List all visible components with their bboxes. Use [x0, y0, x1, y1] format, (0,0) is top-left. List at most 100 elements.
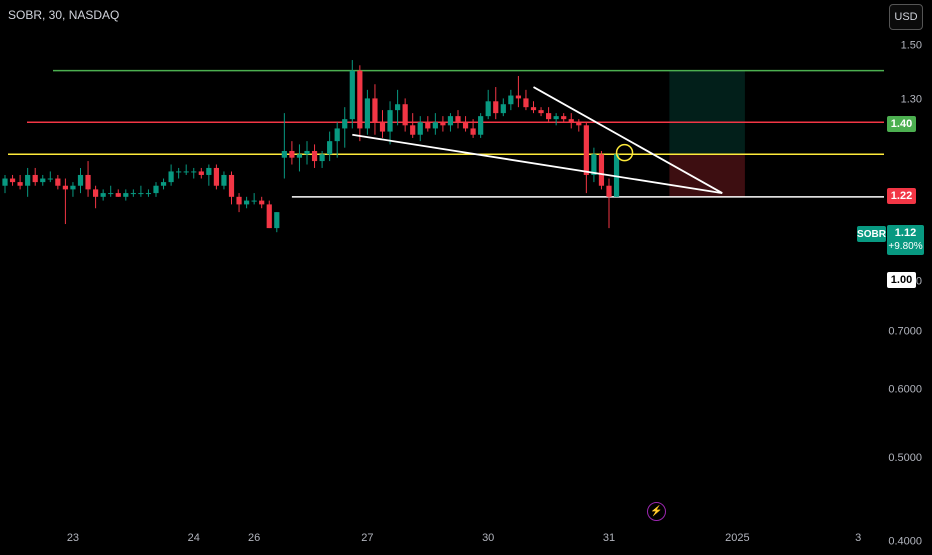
candle-body — [221, 174, 227, 186]
stop-zone — [669, 154, 745, 197]
candle-body — [591, 154, 597, 175]
candle-body — [372, 98, 378, 123]
candle-body — [410, 125, 416, 135]
candle-body — [191, 171, 197, 173]
wedge-upper-trendline — [533, 86, 723, 194]
candle-body — [357, 70, 363, 129]
candle-body — [515, 95, 521, 99]
price-tick-label: 0.7000 — [888, 326, 922, 338]
candle-body — [70, 185, 76, 190]
last-price: 1.12 — [894, 227, 917, 239]
candle-body — [334, 128, 340, 142]
time-tick-label: 23 — [67, 532, 79, 544]
candle-body — [387, 110, 393, 132]
candle-body — [160, 182, 167, 186]
candle-body — [364, 98, 370, 129]
price-tick-label: 1.50 — [901, 40, 922, 52]
candle-body — [266, 204, 272, 229]
price-tick-label: 0.5000 — [888, 452, 922, 464]
candle-body — [55, 178, 61, 186]
candle-body — [606, 185, 612, 197]
price-tick-label: 0.4000 — [888, 536, 922, 548]
candle-body — [77, 174, 84, 186]
candle-body — [9, 178, 16, 183]
candle-body — [274, 212, 280, 229]
candle-body — [530, 107, 537, 111]
candle-body — [244, 200, 250, 205]
candle-body — [493, 101, 499, 114]
candle-body — [93, 189, 99, 197]
candle-body — [25, 174, 31, 186]
candle-body — [546, 113, 552, 120]
candle-body — [198, 171, 204, 175]
level-label-1.22: 1.22 — [887, 188, 916, 204]
candle-body — [538, 110, 544, 114]
candle-body — [145, 193, 152, 195]
candle-body — [32, 174, 38, 183]
candle-body — [319, 154, 325, 162]
candle-body — [213, 167, 219, 186]
breakout-marker — [615, 143, 634, 162]
candle-body — [395, 104, 401, 111]
candle-body — [576, 122, 582, 126]
price-tick-label: 1.30 — [901, 93, 922, 105]
candle-body — [236, 196, 242, 205]
time-tick-label: 31 — [603, 532, 615, 544]
candle-body — [2, 178, 8, 186]
candle-body — [553, 116, 559, 120]
candle-body — [85, 174, 91, 190]
chart-title: SOBR, 30, NASDAQ — [8, 8, 120, 22]
last-price-badge: 1.12 +9.80% — [887, 225, 924, 255]
candle-body — [296, 154, 303, 158]
candle-body — [500, 104, 506, 114]
level-label-1.40: 1.40 — [887, 116, 916, 132]
price-tick-label: 0.6000 — [888, 383, 922, 395]
time-tick-label: 30 — [482, 532, 494, 544]
currency-button[interactable]: USD — [889, 4, 923, 30]
candle-body — [108, 193, 114, 195]
candle-body — [153, 185, 159, 194]
candle-body — [281, 150, 287, 158]
candle-body — [183, 171, 189, 173]
candle-body — [583, 125, 589, 175]
candle-body — [130, 193, 136, 195]
candle-body — [455, 116, 461, 123]
candle-body — [598, 154, 605, 186]
wedge-lower-trendline — [352, 133, 723, 194]
candle-body — [462, 122, 469, 129]
symbol-badge: SOBR — [857, 226, 886, 242]
event-bolt-icon[interactable]: ⚡ — [647, 502, 666, 521]
candle-body — [568, 119, 574, 123]
candle-body — [289, 150, 295, 158]
time-tick-label: 2025 — [725, 532, 749, 544]
candle-body — [123, 193, 129, 197]
candle-body — [523, 98, 529, 108]
candle-body — [417, 122, 423, 135]
candle-body — [206, 167, 212, 175]
candle-body — [17, 182, 23, 186]
candle-body — [228, 174, 235, 197]
candle-body — [138, 193, 144, 195]
candle-body — [485, 101, 491, 117]
candle-body — [115, 193, 121, 197]
target-zone — [669, 70, 745, 155]
price-change: +9.80% — [888, 241, 923, 252]
candle-body — [470, 128, 476, 135]
candle-body — [425, 122, 431, 129]
candle-body — [47, 178, 53, 180]
candle-body — [349, 70, 355, 120]
time-tick-label: 24 — [188, 532, 200, 544]
candle-body — [402, 104, 408, 126]
candle-body — [176, 171, 182, 173]
level-label-1.00: 1.00 — [887, 272, 916, 288]
candle-body — [100, 193, 106, 197]
candle-body — [432, 122, 438, 129]
candle-body — [168, 171, 174, 183]
time-tick-label: 27 — [361, 532, 373, 544]
candle-body — [440, 122, 446, 126]
candle-body — [259, 200, 265, 205]
candle-body — [327, 141, 333, 155]
time-tick-label: 26 — [248, 532, 260, 544]
